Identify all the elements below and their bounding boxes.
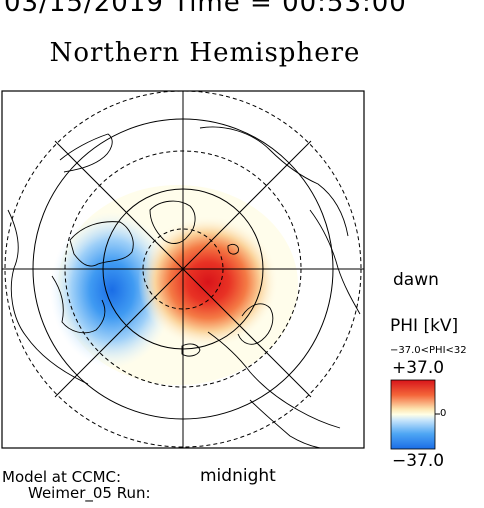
meridian-lines [2, 91, 364, 448]
dawn-label: dawn [393, 270, 439, 290]
coast-greenland [149, 200, 196, 244]
colorbar-min-label: −37.0 [392, 451, 445, 471]
coast-siberia [199, 126, 349, 237]
negative-cell [50, 212, 174, 368]
coast-scandinavia [237, 303, 274, 345]
coast-hudson-bay [51, 275, 106, 334]
colorbar [390, 379, 436, 450]
positive-cell [138, 216, 278, 348]
datetime-header: 03/15/2019 Time = 00:53:00 [4, 0, 407, 18]
meridian-diag-2 [54, 140, 312, 398]
coast-east-asia [309, 209, 361, 315]
coast-north-america [7, 209, 89, 385]
coastlines [7, 126, 361, 448]
potential-cells [50, 185, 298, 385]
coast-svalbard [227, 243, 239, 255]
coast-alaska [59, 133, 113, 173]
coast-canadian-arctic [69, 221, 134, 267]
colorbar-max-label: +37.0 [392, 358, 445, 378]
coast-europe [207, 331, 341, 429]
map-title: Northern Hemisphere [49, 38, 361, 68]
coast-north-africa [249, 399, 321, 448]
run-credit: Weimer_05 Run: [28, 484, 151, 502]
colorbar-title: PHI [kV] [390, 316, 459, 336]
colorbar-range: −37.0<PHI<32 [390, 345, 467, 356]
midnight-label: midnight [200, 466, 276, 486]
colorbar-zero-label: 0 [440, 408, 447, 419]
coast-iceland [181, 343, 201, 357]
model-credit: Model at CCMC: [2, 468, 122, 486]
